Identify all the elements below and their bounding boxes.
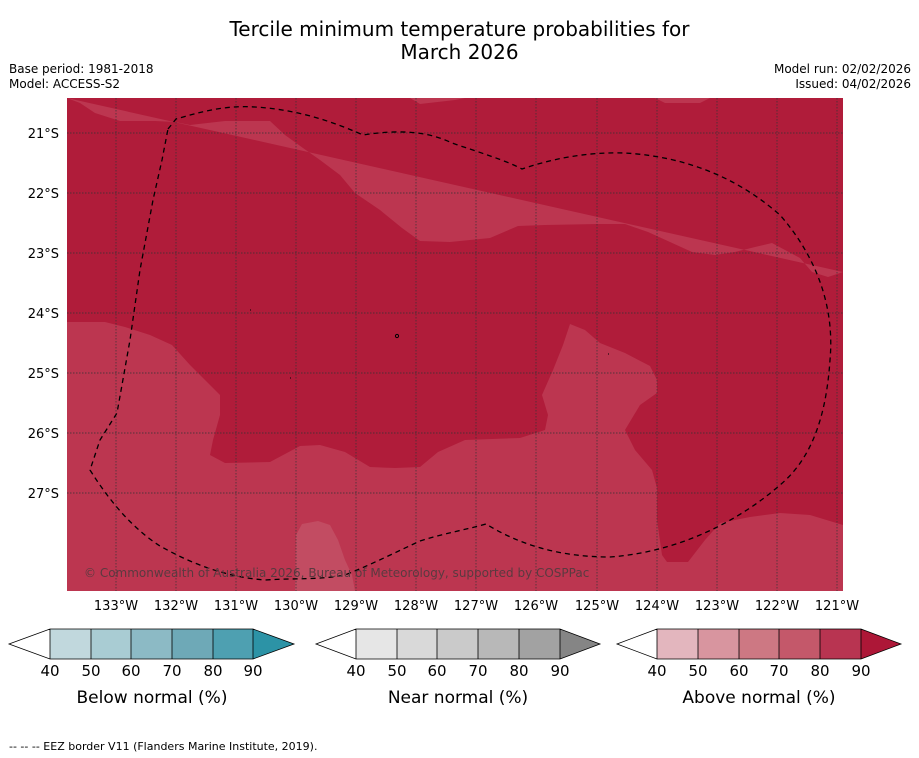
lat-label: 26°S — [28, 427, 59, 442]
colorbar-cell — [172, 629, 213, 659]
colorbar-cell — [560, 629, 600, 659]
lat-label: 24°S — [28, 307, 59, 322]
colorbar-tick: 80 — [203, 662, 222, 680]
colorbar-tick: 80 — [509, 662, 528, 680]
colorbar-title: Below normal (%) — [77, 688, 228, 708]
colorbar-cell — [861, 629, 901, 659]
colorbar-cell — [9, 629, 50, 659]
lon-label: 128°W — [394, 599, 438, 614]
lat-label: 23°S — [28, 247, 59, 262]
island-mark — [394, 333, 400, 339]
colorbar-cell — [617, 629, 657, 659]
colorbar-tick: 90 — [550, 662, 569, 680]
lon-label: 126°W — [514, 599, 558, 614]
colorbar-tick: 80 — [810, 662, 829, 680]
colorbar-tick: 90 — [243, 662, 262, 680]
lon-label: 123°W — [695, 599, 739, 614]
meta-right: Model run: 02/02/2026 Issued: 04/02/2026 — [774, 62, 911, 92]
eez-border — [89, 106, 832, 581]
colorbar-cell — [478, 629, 519, 659]
copyright-notice: © Commonwealth of Australia 2026, Bureau… — [84, 566, 589, 580]
base-period: Base period: 1981-2018 — [9, 62, 154, 76]
colorbar-tick: 60 — [427, 662, 446, 680]
lon-label: 122°W — [755, 599, 799, 614]
island-mark — [250, 309, 609, 379]
colorbar-tick: 60 — [729, 662, 748, 680]
colorbar-cell — [779, 629, 820, 659]
colorbar-cell — [316, 629, 356, 659]
lon-label: 121°W — [815, 599, 859, 614]
chart-title: Tercile minimum temperature probabilitie… — [0, 18, 919, 64]
island-marks — [250, 309, 609, 379]
lon-label: 129°W — [334, 599, 378, 614]
colorbar-cell — [657, 629, 698, 659]
colorbar-near-normal: 40 50 60 70 80 90 Near normal (%) — [314, 628, 602, 708]
lon-label: 125°W — [575, 599, 619, 614]
lon-label: 130°W — [274, 599, 318, 614]
forecast-map: © Commonwealth of Australia 2026, Bureau… — [7, 98, 903, 708]
colorbar-cell — [91, 629, 131, 659]
meta-left: Base period: 1981-2018 Model: ACCESS-S2 — [9, 62, 154, 92]
colorbar-cell — [820, 629, 861, 659]
region-above-60-70 — [295, 521, 355, 591]
lat-label: 27°S — [28, 487, 59, 502]
colorbar-tick: 40 — [40, 662, 59, 680]
colorbar-cell — [519, 629, 560, 659]
grid-lines — [67, 98, 843, 591]
colorbar-tick: 50 — [688, 662, 707, 680]
colorbar-tick: 90 — [851, 662, 870, 680]
colorbar-cell — [437, 629, 478, 659]
colorbar-tick: 40 — [346, 662, 365, 680]
model-run: Model run: 02/02/2026 — [773, 62, 911, 76]
issued-date: Issued: 04/02/2026 — [795, 77, 911, 91]
colorbar-tick: 70 — [468, 662, 487, 680]
colorbar-below-normal: 40 50 60 70 80 90 Below normal (%) — [7, 628, 296, 708]
lat-label: 22°S — [28, 187, 59, 202]
colorbar-tick: 50 — [387, 662, 406, 680]
lon-label: 127°W — [454, 599, 498, 614]
colorbar-cell — [213, 629, 253, 659]
colorbar-cell — [253, 629, 294, 659]
colorbar-tick: 40 — [647, 662, 666, 680]
colorbar-cell — [131, 629, 172, 659]
colorbar-cell — [356, 629, 397, 659]
lat-label: 25°S — [28, 367, 59, 382]
colorbar-tick: 70 — [162, 662, 181, 680]
lon-label: 124°W — [635, 599, 679, 614]
colorbar-cell — [50, 629, 91, 659]
colorbar-title: Near normal (%) — [388, 688, 528, 708]
title-line-1: Tercile minimum temperature probabilitie… — [229, 17, 690, 41]
lon-label: 132°W — [154, 599, 198, 614]
colorbar-above-normal: 40 50 60 70 80 90 Above normal (%) — [615, 628, 903, 708]
colorbar-cell — [739, 629, 779, 659]
region-above-80-90 — [67, 98, 843, 562]
lon-label: 131°W — [214, 599, 258, 614]
model-name: Model: ACCESS-S2 — [9, 77, 121, 91]
lat-label: 21°S — [28, 127, 59, 142]
longitude-labels: 133°W 132°W 131°W 130°W 129°W 128°W 127°… — [94, 599, 859, 614]
colorbar-tick: 50 — [81, 662, 100, 680]
title-line-2: March 2026 — [400, 40, 519, 64]
colorbar-tick: 70 — [769, 662, 788, 680]
colorbar-cell — [397, 629, 437, 659]
colorbar-title: Above normal (%) — [682, 688, 835, 708]
colorbar-cell — [698, 629, 739, 659]
latitude-labels: 21°S 22°S 23°S 24°S 25°S 26°S 27°S — [28, 127, 59, 502]
lon-label: 133°W — [94, 599, 138, 614]
eez-legend-note: -- -- -- EEZ border V11 (Flanders Marine… — [9, 740, 318, 753]
colorbar-tick: 60 — [121, 662, 140, 680]
probability-field: © Commonwealth of Australia 2026, Bureau… — [67, 98, 843, 591]
